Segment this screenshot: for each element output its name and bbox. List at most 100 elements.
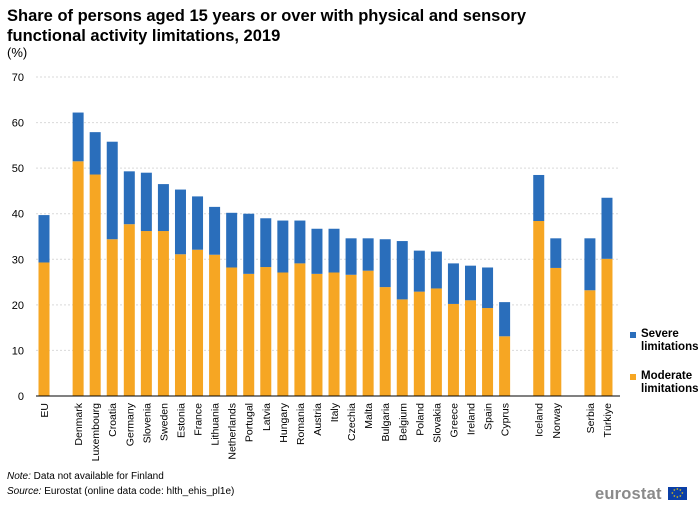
x-tick-label: Malta (363, 403, 375, 429)
bar-severe (311, 228, 323, 274)
bar-severe (328, 228, 340, 273)
x-tick-label: Norway (551, 402, 563, 438)
bar-severe (430, 251, 442, 289)
x-tick-label: Slovakia (431, 403, 443, 443)
bar-severe (174, 189, 186, 255)
bar-severe (157, 184, 169, 232)
x-tick-label: Luxembourg (90, 403, 102, 462)
x-tick-label: Iceland (534, 403, 546, 437)
bar-moderate (294, 263, 306, 396)
bar-severe (106, 141, 118, 240)
bar-moderate (243, 273, 255, 396)
x-tick-label: Poland (414, 403, 426, 436)
bar-severe (345, 238, 357, 275)
bar-moderate (362, 270, 374, 396)
x-tick-label: Denmark (73, 402, 85, 445)
x-tick-label: Hungary (278, 402, 290, 442)
bar-severe (192, 196, 204, 250)
bar-severe (38, 215, 50, 263)
x-tick-label: EU (39, 403, 51, 418)
bar-severe (209, 206, 221, 255)
bar-severe (260, 218, 272, 268)
bar-moderate (499, 336, 511, 396)
bar-moderate (601, 258, 613, 396)
bar-moderate (482, 308, 494, 396)
bar-moderate (465, 300, 476, 396)
x-tick-label: Lithuania (210, 403, 222, 446)
bar-moderate (430, 288, 442, 396)
x-tick-label: Croatia (107, 403, 119, 437)
bar-moderate (260, 267, 272, 396)
bar-severe (226, 212, 238, 268)
x-tick-label: Türkiye (602, 403, 614, 438)
bar-moderate (123, 224, 135, 396)
x-tick-label: Cyprus (500, 403, 512, 436)
bar-severe (550, 238, 562, 268)
bar-severe (482, 267, 494, 309)
footer-note: Note: Data not available for Finland (7, 471, 164, 482)
legend-swatch-severe (630, 332, 636, 338)
x-tick-label: Bulgaria (380, 403, 392, 442)
bar-moderate (174, 254, 186, 396)
x-tick-label: Belgium (397, 403, 409, 441)
bar-moderate (328, 272, 340, 396)
x-tick-label: Austria (312, 403, 324, 436)
eurostat-logo: eurostat (595, 485, 662, 503)
source-label: Source: (7, 486, 42, 497)
bar-moderate (106, 239, 118, 396)
note-label: Note: (7, 471, 31, 482)
bar-severe (277, 220, 289, 273)
bar-moderate (345, 274, 357, 396)
note-text: Data not available for Finland (30, 471, 164, 482)
bar-moderate (396, 299, 408, 396)
bar-severe (72, 112, 84, 162)
x-tick-label: Ireland (466, 403, 478, 435)
bar-moderate (38, 262, 50, 396)
x-tick-label: Sweden (158, 403, 170, 441)
bar-severe (601, 197, 613, 259)
bar-moderate (550, 267, 562, 396)
footer-source: Source: Eurostat (online data code: hlth… (7, 486, 234, 497)
eu-flag-icon: ★ ★ ★ ★ ★ ★ ★ ★ (668, 487, 687, 500)
x-tick-label: Slovenia (141, 403, 153, 443)
bar-severe (413, 250, 425, 292)
bar-moderate (413, 291, 425, 396)
x-tick-label: Estonia (175, 403, 187, 438)
x-tick-label: Germany (124, 402, 136, 446)
bar-severe (533, 174, 545, 222)
bar-severe (123, 171, 135, 225)
bar-severe (465, 265, 476, 301)
bar-moderate (89, 174, 101, 396)
x-tick-label: Spain (483, 403, 495, 430)
x-tick-label: Czechia (346, 403, 358, 441)
legend-label-severe: Severe limitations (641, 328, 699, 353)
bar-moderate (157, 231, 169, 396)
y-tick-label: 60 (12, 118, 24, 130)
bar-severe (294, 220, 306, 264)
y-tick-label: 50 (12, 163, 24, 175)
y-tick-label: 20 (12, 300, 24, 312)
x-tick-label: Romania (295, 403, 307, 445)
bar-severe (447, 263, 459, 304)
y-tick-label: 10 (12, 345, 24, 357)
bar-moderate (533, 221, 545, 396)
stacked-bar-chart: 0 10 20 30 40 50 60 70 EU Denmark Luxembourg Croati… (12, 72, 620, 462)
bar-severe (396, 241, 408, 300)
bar-moderate (209, 254, 221, 396)
x-tick-label: Serbia (585, 403, 597, 434)
bar-severe (89, 132, 101, 175)
bar-severe (140, 172, 152, 232)
bar-severe (499, 302, 511, 337)
y-tick-label: 40 (12, 209, 24, 221)
y-axis-unit-label: (%) (7, 45, 28, 60)
bar-moderate (379, 287, 391, 396)
y-tick-label: 30 (12, 254, 24, 266)
y-tick-label: 70 (12, 72, 24, 84)
x-tick-label: Portugal (244, 403, 256, 442)
bar-moderate (584, 290, 596, 396)
bar-severe (379, 239, 391, 288)
x-tick-label: France (193, 403, 205, 436)
bar-moderate (140, 231, 152, 396)
x-tick-label: Greece (448, 403, 460, 438)
legend: Severe limitations Moderate limitations (630, 328, 700, 408)
